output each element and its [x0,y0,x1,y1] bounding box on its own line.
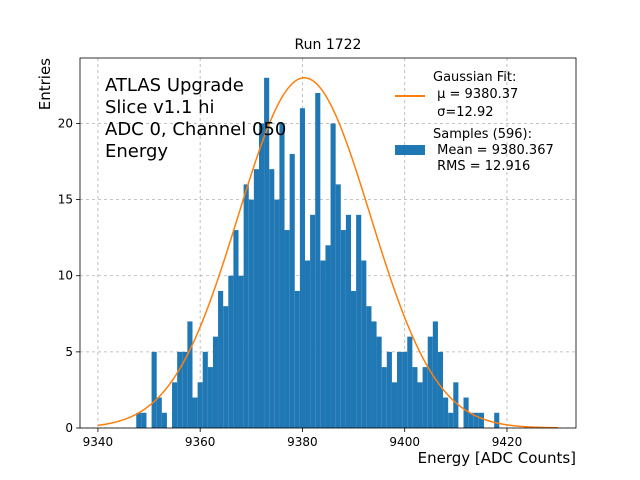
histogram-bar [351,290,357,428]
histogram-bar [437,351,444,428]
histogram-bar [345,214,352,428]
histogram-bar [289,153,295,429]
y-tick-label: 10 [58,269,73,283]
x-tick-label: 9400 [389,435,420,449]
legend-samples-rms: RMS = 12.916 [433,159,530,174]
x-axis-label: Energy [ADC Counts] [418,449,576,467]
histogram-bar [223,306,229,428]
histogram-bar [432,321,438,428]
histogram-bar [473,412,479,428]
histogram-bar [310,214,316,428]
histogram-bar [366,306,372,428]
histogram-bar [407,336,413,428]
histogram-bar [161,412,167,428]
legend-fit-sigma: σ=12.92 [433,105,493,120]
histogram-bar [212,336,219,428]
histogram-bar [248,199,254,428]
histogram-bar [279,123,285,428]
annotation-block: ATLAS Upgrade Slice v1.1 hi ADC 0, Chann… [105,75,286,162]
y-axis-ticks: 0 5 10 15 20 [58,116,80,435]
histogram-bar [356,214,362,428]
histogram-bar [386,351,392,428]
histogram-bar [468,412,474,428]
histogram-bar [412,367,418,428]
histogram-bar [177,351,183,428]
histogram-bar [269,169,275,428]
histogram-bar [294,290,300,428]
histogram-bar [443,397,449,428]
plot-frame [79,57,577,429]
gaussian-fit-curve [97,77,559,429]
histogram-bar [151,351,157,428]
histogram-bar [427,336,433,428]
histogram-bar [463,397,469,428]
histogram-bar [391,382,398,428]
legend-fit-label: Gaussian Fit: [433,70,516,85]
legend-samples-mean: Mean = 9380.367 [433,143,554,158]
histogram-bar [422,367,428,428]
histogram-bar [397,351,403,428]
x-tick-label: 9340 [83,435,114,449]
histogram-bar [197,382,203,428]
y-tick-label: 15 [58,193,73,207]
chart-title: Run 1722 [295,37,362,53]
legend-samples-label: Samples (596): [433,127,532,142]
histogram-bar [340,230,346,428]
x-tick-label: 9420 [492,435,523,449]
legend-fit-mu: μ = 9380.37 [433,87,518,102]
histogram-bar [207,367,213,428]
histogram-bar [284,230,290,428]
histogram-bar [453,382,459,428]
histogram-bar [202,351,208,428]
histogram-bar [417,382,423,428]
histogram-bar [264,77,270,428]
legend: Gaussian Fit: μ = 9380.37 σ=12.92 Sample… [395,70,554,174]
y-tick-label: 0 [65,421,73,435]
histogram-bar [258,123,265,428]
histogram-bar [330,123,336,428]
histogram-bar [274,199,280,428]
histogram-bar [381,367,387,428]
histogram-bar [228,275,234,428]
y-axis-label: Entries [36,58,54,110]
histogram-bar [478,412,484,428]
histogram-bar [238,275,244,428]
histogram-bar [192,397,198,428]
y-tick-label: 5 [65,345,73,359]
histogram-bar [320,260,326,428]
histogram-bar [371,321,377,428]
histogram-bar [182,351,188,428]
x-tick-label: 9380 [287,435,318,449]
histogram-bar [253,169,259,428]
histogram-bar [141,412,147,428]
histogram-bar [233,230,239,428]
annotation-line: Slice v1.1 hi [105,97,215,118]
histogram-bar [299,108,305,428]
histogram-bar [156,397,162,428]
histogram-bar [136,412,142,428]
y-tick-label: 20 [58,116,73,130]
histogram-bar [335,184,341,428]
histogram-bar [315,93,321,429]
histogram-bar [494,412,500,428]
annotation-line: Energy [105,141,168,162]
histogram-bar [172,382,178,428]
histogram-bar [402,351,408,428]
histogram-bar [218,290,224,428]
histogram-bars [136,77,500,429]
annotation-line: ATLAS Upgrade [105,75,244,96]
histogram-bar [187,321,193,428]
histogram-bar [448,412,454,428]
x-axis-ticks: 9340 9360 9380 9400 9420 [83,428,523,449]
x-tick-label: 9360 [185,435,216,449]
annotation-line: ADC 0, Channel 050 [105,119,286,140]
histogram-bar [304,260,311,428]
histogram-bar [361,260,367,428]
histogram-bar [243,184,249,428]
histogram-bar [325,245,331,428]
legend-samples-swatch [395,145,425,155]
histogram-bar [376,336,382,428]
